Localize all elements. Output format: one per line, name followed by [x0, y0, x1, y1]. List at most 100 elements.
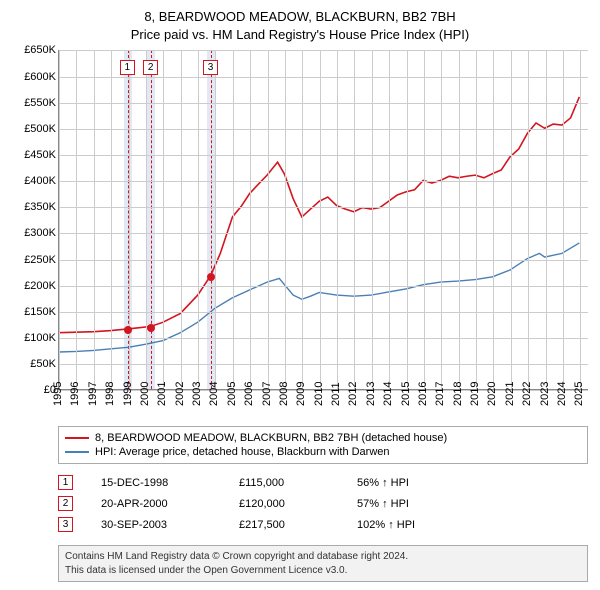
- x-tick-label: 1995: [52, 382, 64, 406]
- gridline-vertical: [459, 50, 460, 389]
- gridline-horizontal: [59, 312, 588, 313]
- gridline-vertical: [94, 50, 95, 389]
- gridline-horizontal: [59, 207, 588, 208]
- x-tick-label: 2005: [226, 382, 238, 406]
- gridline-horizontal: [59, 181, 588, 182]
- gridline-vertical: [198, 50, 199, 389]
- gridline-vertical: [546, 50, 547, 389]
- x-tick-label: 2006: [243, 382, 255, 406]
- gridline-horizontal: [59, 129, 588, 130]
- x-tick-label: 2010: [313, 382, 325, 406]
- y-tick-label: £550K: [24, 97, 56, 109]
- legend: 8, BEARDWOOD MEADOW, BLACKBURN, BB2 7BH …: [58, 426, 588, 464]
- sale-price: £120,000: [239, 498, 329, 510]
- gridline-vertical: [511, 50, 512, 389]
- gridline-vertical: [215, 50, 216, 389]
- gridline-vertical: [163, 50, 164, 389]
- footer-line-2: This data is licensed under the Open Gov…: [65, 564, 581, 578]
- x-tick-label: 2008: [278, 382, 290, 406]
- y-tick-label: £650K: [24, 44, 56, 56]
- sale-date: 20-APR-2000: [101, 498, 211, 510]
- gridline-vertical: [320, 50, 321, 389]
- gridline-vertical: [476, 50, 477, 389]
- gridline-vertical: [337, 50, 338, 389]
- x-tick-label: 2022: [521, 382, 533, 406]
- x-tick-label: 2021: [504, 382, 516, 406]
- x-tick-label: 2025: [573, 382, 585, 406]
- gridline-vertical: [268, 50, 269, 389]
- x-axis: 1995199619971998199920002001200220032004…: [58, 392, 588, 420]
- attribution-footer: Contains HM Land Registry data © Crown c…: [58, 545, 588, 582]
- y-tick-label: £500K: [24, 123, 56, 135]
- x-tick-label: 2004: [208, 382, 220, 406]
- y-tick-label: £350K: [24, 201, 56, 213]
- gridline-vertical: [129, 50, 130, 389]
- sale-price: £115,000: [239, 477, 329, 489]
- legend-label: HPI: Average price, detached house, Blac…: [95, 446, 390, 458]
- gridline-vertical: [76, 50, 77, 389]
- gridline-vertical: [389, 50, 390, 389]
- sale-marker-number-box: 3: [203, 60, 218, 75]
- y-tick-label: £600K: [24, 71, 56, 83]
- x-tick-label: 2017: [434, 382, 446, 406]
- sale-number-box: 1: [58, 475, 73, 490]
- sales-table: 115-DEC-1998£115,00056% ↑ HPI220-APR-200…: [58, 472, 588, 535]
- x-tick-label: 2011: [330, 383, 342, 407]
- gridline-vertical: [528, 50, 529, 389]
- gridline-vertical: [424, 50, 425, 389]
- x-tick-label: 2003: [191, 382, 203, 406]
- x-tick-label: 2024: [556, 382, 568, 406]
- sale-marker-dot: [147, 324, 155, 332]
- y-tick-label: £400K: [24, 175, 56, 187]
- x-tick-label: 1998: [104, 382, 116, 406]
- sale-delta-vs-hpi: 57% ↑ HPI: [357, 498, 409, 510]
- sale-number-box: 2: [58, 496, 73, 511]
- gridline-horizontal: [59, 233, 588, 234]
- x-tick-label: 2002: [174, 382, 186, 406]
- gridline-vertical: [146, 50, 147, 389]
- gridline-vertical: [563, 50, 564, 389]
- gridline-vertical: [302, 50, 303, 389]
- x-tick-label: 2019: [469, 382, 481, 406]
- gridline-vertical: [441, 50, 442, 389]
- gridline-vertical: [372, 50, 373, 389]
- gridline-vertical: [250, 50, 251, 389]
- sale-number-box: 3: [58, 517, 73, 532]
- sale-delta-vs-hpi: 102% ↑ HPI: [357, 519, 415, 531]
- gridline-vertical: [59, 50, 60, 389]
- chart-title: 8, BEARDWOOD MEADOW, BLACKBURN, BB2 7BH …: [10, 8, 590, 44]
- gridline-vertical: [233, 50, 234, 389]
- sale-price: £217,500: [239, 519, 329, 531]
- x-tick-label: 2016: [417, 382, 429, 406]
- plot-area: 123: [58, 50, 588, 390]
- chart: £0£50K£100K£150K£200K£250K£300K£350K£400…: [10, 50, 590, 420]
- gridline-horizontal: [59, 155, 588, 156]
- gridline-horizontal: [59, 50, 588, 51]
- x-tick-label: 2012: [347, 382, 359, 406]
- x-tick-label: 2023: [539, 382, 551, 406]
- x-tick-label: 2009: [295, 382, 307, 406]
- title-line-2: Price paid vs. HM Land Registry's House …: [10, 26, 590, 44]
- x-tick-label: 2015: [400, 382, 412, 406]
- legend-swatch: [65, 451, 89, 453]
- x-tick-label: 2020: [486, 382, 498, 406]
- x-tick-label: 1996: [69, 382, 81, 406]
- x-tick-label: 2013: [365, 382, 377, 406]
- x-tick-label: 2007: [261, 382, 273, 406]
- x-tick-label: 1997: [87, 382, 99, 406]
- sale-date: 15-DEC-1998: [101, 477, 211, 489]
- gridline-vertical: [354, 50, 355, 389]
- x-tick-label: 2001: [156, 382, 168, 406]
- footer-line-1: Contains HM Land Registry data © Crown c…: [65, 550, 581, 564]
- y-tick-label: £250K: [24, 254, 56, 266]
- gridline-horizontal: [59, 338, 588, 339]
- sale-marker-number-box: 2: [143, 60, 158, 75]
- gridline-horizontal: [59, 260, 588, 261]
- gridline-horizontal: [59, 286, 588, 287]
- gridline-vertical: [580, 50, 581, 389]
- legend-row: HPI: Average price, detached house, Blac…: [65, 445, 581, 459]
- x-tick-label: 1999: [122, 382, 134, 406]
- y-tick-label: £150K: [24, 306, 56, 318]
- gridline-vertical: [111, 50, 112, 389]
- y-tick-label: £450K: [24, 149, 56, 161]
